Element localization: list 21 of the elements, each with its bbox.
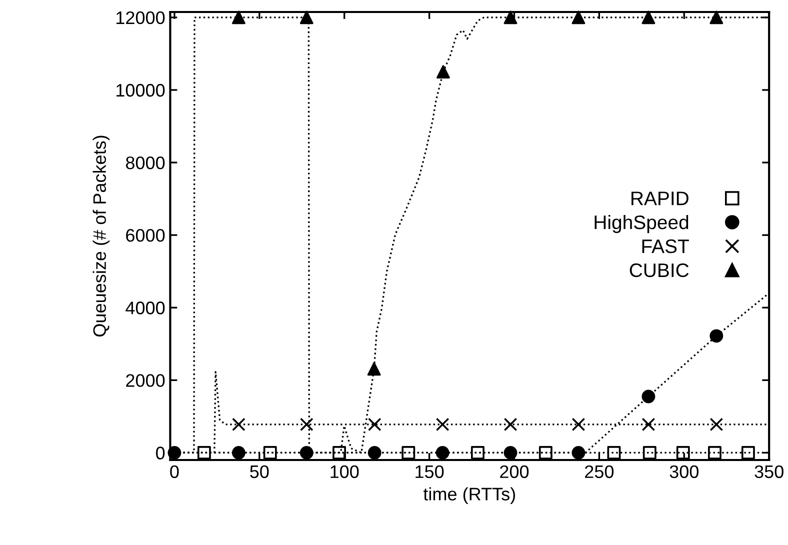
x-tick-label: 250 xyxy=(585,465,614,478)
y-tick-label: 4000 xyxy=(126,302,165,314)
y-tick-label: 2000 xyxy=(126,374,165,387)
y-tick-label: 0 xyxy=(156,446,165,460)
x-tick-label: 200 xyxy=(500,465,529,478)
legend-label: RAPID xyxy=(632,192,688,206)
x-tick-label: 150 xyxy=(416,465,444,478)
y-axis-title: Queuesize (# of Packets) xyxy=(92,136,110,336)
x-tick-label: 50 xyxy=(250,465,269,478)
x-tick-label: 300 xyxy=(670,465,698,478)
x-axis-title: time (RTTs) xyxy=(423,487,516,504)
y-tick-label: 8000 xyxy=(126,156,165,170)
legend-label: CUBIC xyxy=(630,263,689,278)
x-tick-label: 100 xyxy=(330,465,359,478)
x-tick-label: 0 xyxy=(170,465,179,478)
legend-label: HighSpeed xyxy=(594,214,688,234)
legend-label: FAST xyxy=(642,239,689,254)
y-tick-label: 6000 xyxy=(126,229,165,242)
x-tick-label: 350 xyxy=(754,465,784,478)
y-tick-label: 10000 xyxy=(116,84,165,97)
y-tick-label: 12000 xyxy=(116,11,165,24)
